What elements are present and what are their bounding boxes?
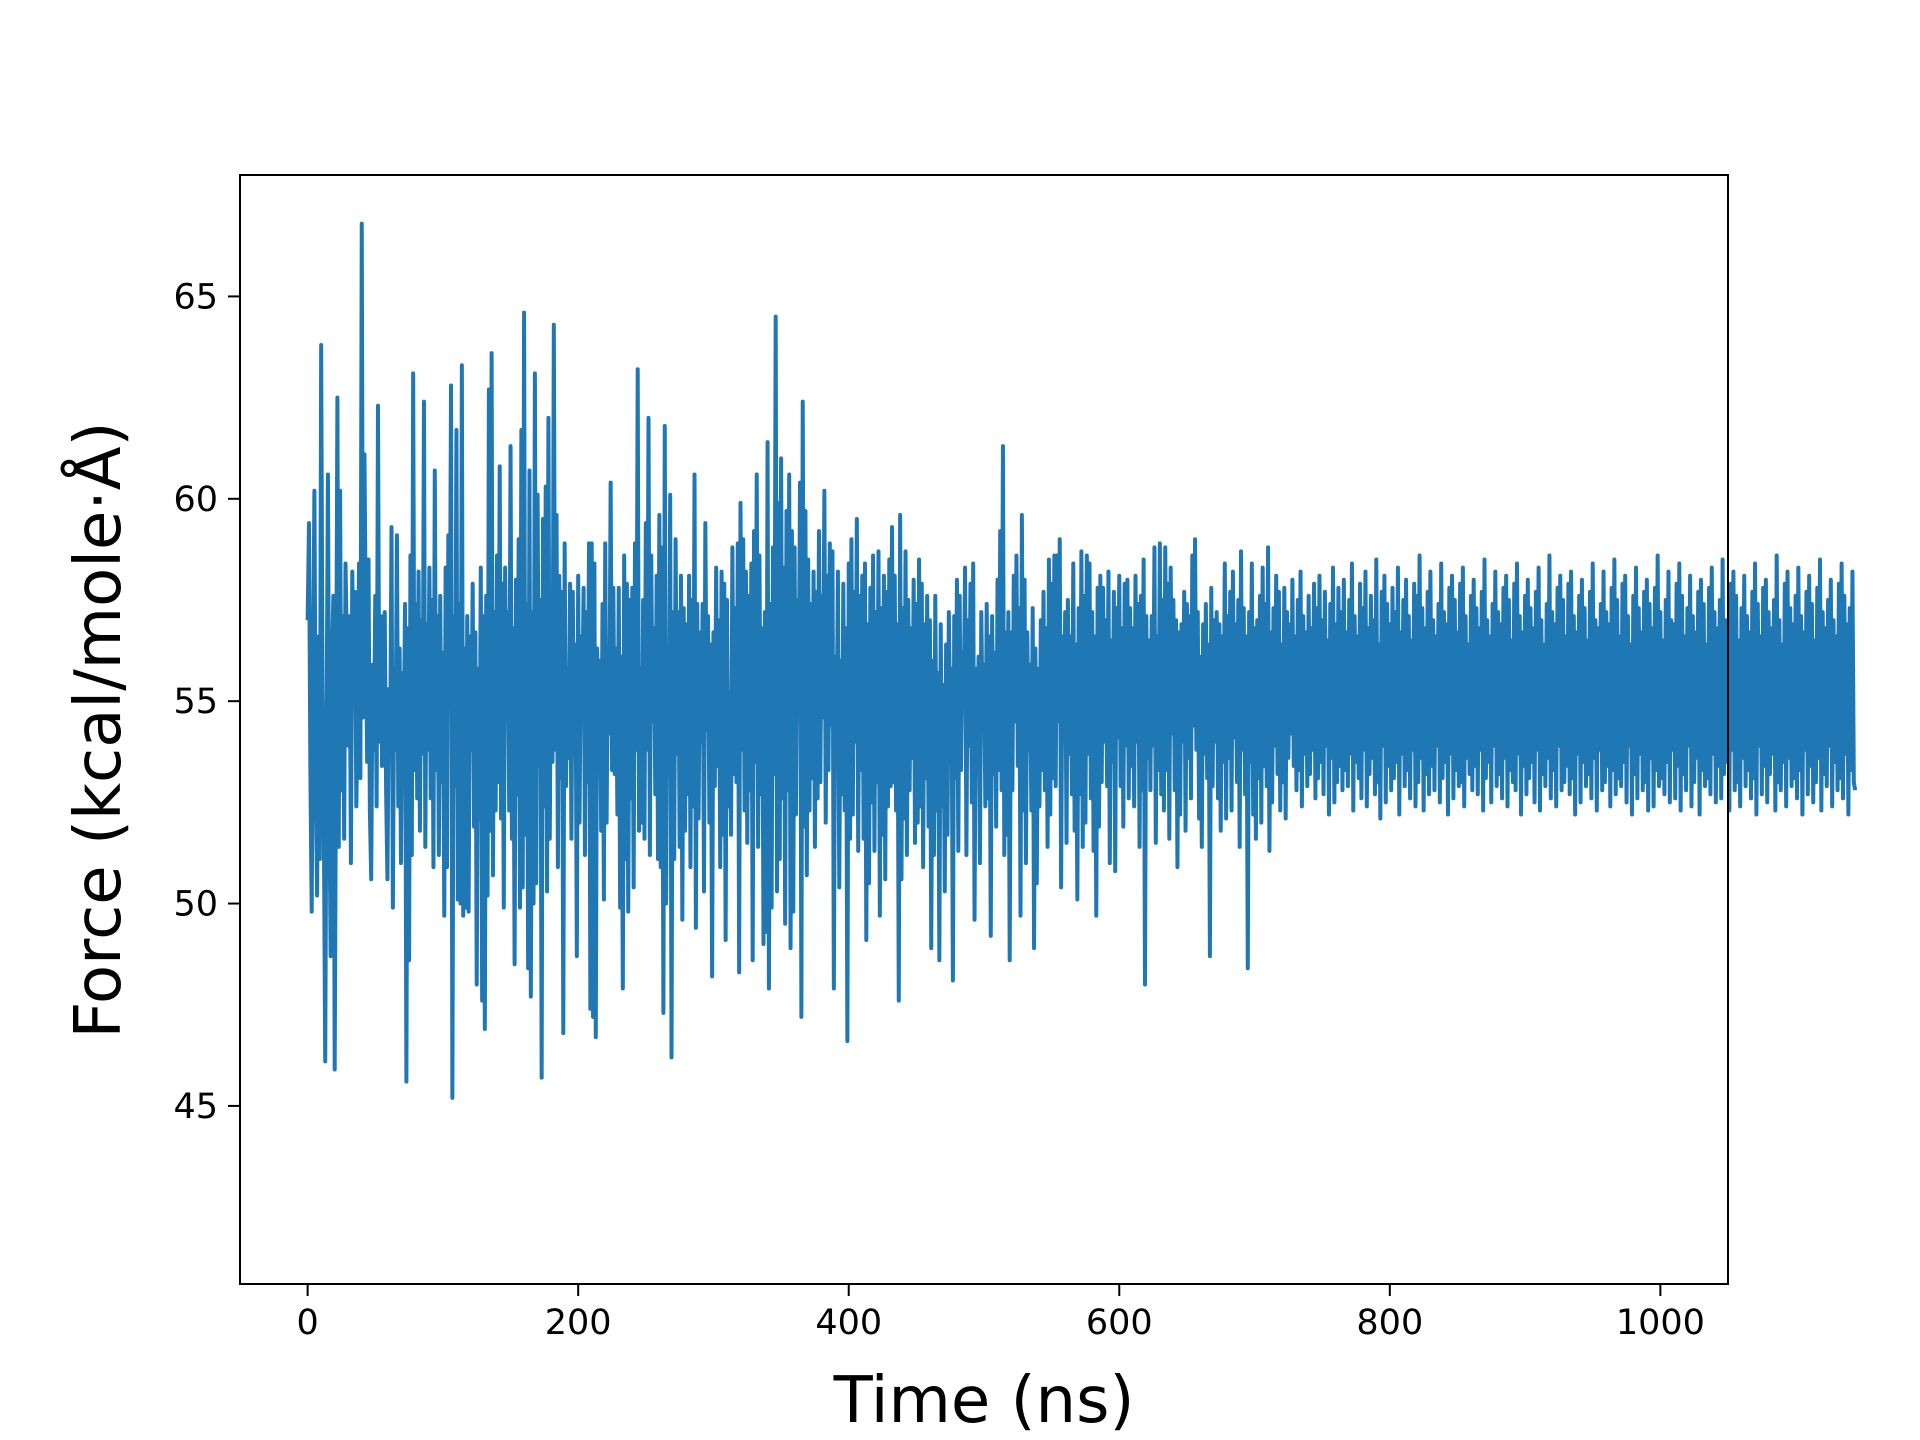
y-tick-label: 45 bbox=[173, 1087, 218, 1127]
y-tick-label: 65 bbox=[173, 277, 218, 317]
x-tick-label: 1000 bbox=[1616, 1303, 1705, 1343]
y-axis-label: Force (kcal/mole·Å) bbox=[60, 421, 136, 1038]
series-line-0 bbox=[305, 221, 1858, 1100]
x-tick-label: 600 bbox=[1086, 1303, 1153, 1343]
x-axis-label: Time (ns) bbox=[833, 1364, 1135, 1438]
y-tick-label: 50 bbox=[173, 885, 218, 925]
x-tick-label: 400 bbox=[815, 1303, 882, 1343]
x-axis: 0 200 400 600 800 1000 bbox=[296, 1284, 1705, 1343]
x-tick-label: 800 bbox=[1356, 1303, 1423, 1343]
plot-area bbox=[305, 221, 1858, 1100]
axes-frame bbox=[239, 174, 1729, 1285]
y-axis: 45 50 55 60 65 bbox=[173, 277, 240, 1127]
y-tick-label: 60 bbox=[173, 480, 218, 520]
x-tick-label: 200 bbox=[545, 1303, 612, 1343]
x-tick-label: 0 bbox=[296, 1303, 318, 1343]
y-tick-label: 55 bbox=[173, 682, 218, 722]
